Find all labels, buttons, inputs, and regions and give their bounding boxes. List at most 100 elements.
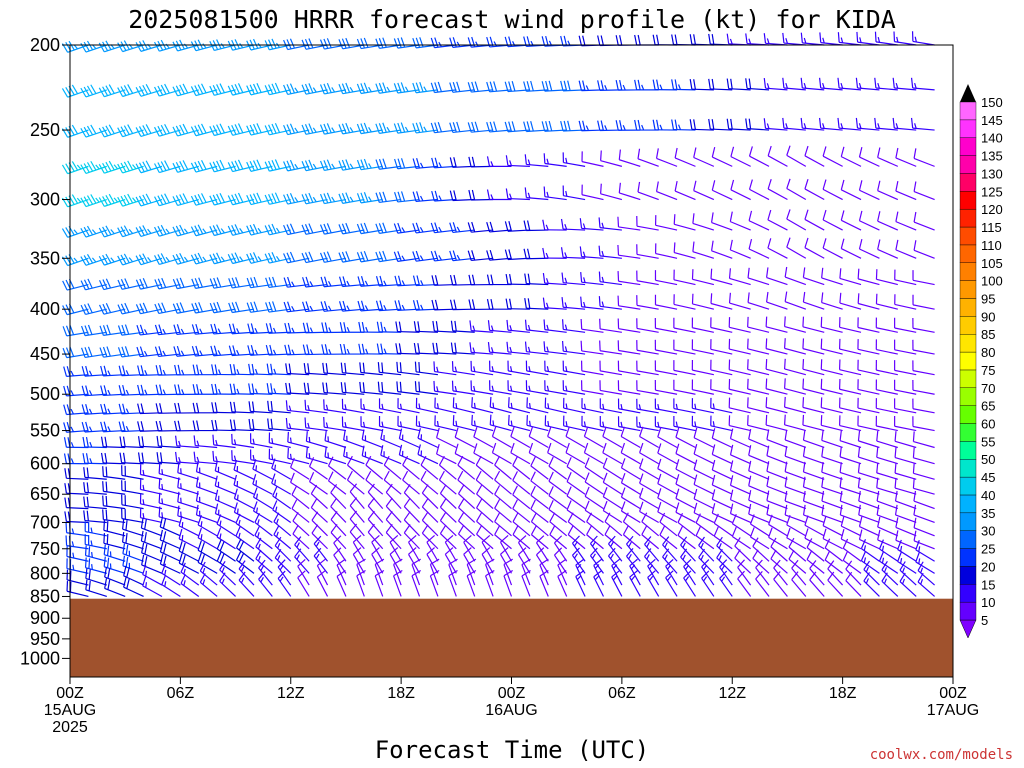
wind-barb <box>560 247 586 259</box>
wind-barb <box>655 181 678 201</box>
wind-barb <box>229 364 254 376</box>
wind-barb <box>547 442 567 465</box>
wind-barb <box>470 380 494 395</box>
wind-barb <box>599 360 622 376</box>
wind-barb <box>172 252 199 265</box>
wind-barb <box>356 250 383 263</box>
wind-barb <box>103 544 126 562</box>
wind-barb <box>748 210 770 231</box>
wind-barb <box>710 415 733 432</box>
wind-barb <box>802 446 825 465</box>
wind-barb <box>565 426 586 449</box>
wind-barb <box>103 556 126 574</box>
wind-barb <box>788 549 807 574</box>
wind-barb <box>767 209 788 231</box>
wind-barb <box>403 484 420 510</box>
wind-barb <box>421 484 439 510</box>
wind-barb <box>913 240 935 259</box>
wind-barb <box>340 382 365 395</box>
wind-barb <box>84 521 107 537</box>
wind-barb <box>766 490 788 510</box>
wind-barb <box>195 461 218 480</box>
wind-barb <box>683 559 696 586</box>
wind-barb <box>910 77 935 91</box>
wind-barb <box>510 442 531 465</box>
wind-barb <box>530 471 549 495</box>
wind-barb <box>860 551 880 574</box>
wind-barb <box>246 192 273 206</box>
wind-barb <box>652 119 678 131</box>
wind-barb <box>211 419 236 432</box>
wind-barb <box>786 178 807 201</box>
wind-barb <box>894 294 917 310</box>
wind-barb <box>692 213 715 231</box>
wind-barb <box>899 572 917 597</box>
wind-barb <box>899 561 917 586</box>
wind-barb <box>636 398 659 414</box>
wind-barb <box>421 524 439 550</box>
wind-barb <box>765 397 788 414</box>
wind-barb <box>471 397 494 414</box>
wind-barb <box>338 192 365 204</box>
x-tick-label: 06Z <box>167 685 195 702</box>
wind-barb <box>246 159 273 172</box>
wind-barb <box>673 269 696 286</box>
wind-barb <box>543 153 567 167</box>
colorbar-label: 65 <box>981 399 995 414</box>
wind-barb <box>142 564 163 586</box>
wind-barb <box>432 320 457 333</box>
wind-barb <box>172 302 199 314</box>
wind-barb <box>178 553 200 574</box>
wind-barb <box>417 428 439 449</box>
wind-barb <box>877 239 899 259</box>
wind-barb <box>227 159 255 173</box>
wind-barb <box>748 238 770 259</box>
wind-barb <box>675 459 696 480</box>
wind-barb <box>547 426 567 449</box>
wind-barb <box>330 484 347 510</box>
wind-barb <box>209 39 236 52</box>
colorbar-top-arrow <box>960 84 976 102</box>
wind-barb <box>877 147 899 167</box>
wind-barb <box>580 296 604 310</box>
wind-barb <box>747 338 770 355</box>
wind-barb <box>473 443 494 465</box>
wind-barb <box>617 216 641 231</box>
wind-barb <box>915 540 935 562</box>
wind-barb <box>135 83 163 97</box>
wind-barb <box>487 320 512 333</box>
wind-barb <box>711 459 733 480</box>
wind-barb <box>172 277 199 290</box>
wind-barb <box>524 187 549 201</box>
wind-barb <box>915 552 935 574</box>
wind-barb <box>639 473 659 495</box>
wind-barb <box>473 427 494 449</box>
wind-barb <box>729 239 751 259</box>
wind-barb <box>429 558 440 586</box>
wind-barb <box>294 548 310 574</box>
wind-barb <box>657 488 678 510</box>
wind-barb <box>524 298 549 310</box>
wind-barb <box>349 523 365 550</box>
wind-barb <box>637 181 659 201</box>
wind-barb <box>693 427 715 449</box>
colorbar-label: 60 <box>981 417 995 432</box>
wind-barb <box>413 321 438 333</box>
wind-barb <box>838 397 862 414</box>
wind-barb <box>620 473 641 495</box>
wind-barb <box>784 266 807 286</box>
wind-barb <box>586 512 604 537</box>
wind-barb <box>636 380 659 395</box>
wind-barb <box>620 458 641 480</box>
colorbar-swatch <box>959 280 977 299</box>
wind-barb <box>323 416 347 432</box>
wind-barb <box>466 558 477 586</box>
wind-barb <box>503 569 514 597</box>
wind-barb <box>674 147 696 167</box>
wind-barb <box>711 147 733 167</box>
y-tick-label: 450 <box>30 344 60 364</box>
wind-barb <box>535 535 549 562</box>
wind-barb <box>272 500 292 523</box>
wind-barb <box>83 482 107 495</box>
wind-barb <box>154 253 181 266</box>
